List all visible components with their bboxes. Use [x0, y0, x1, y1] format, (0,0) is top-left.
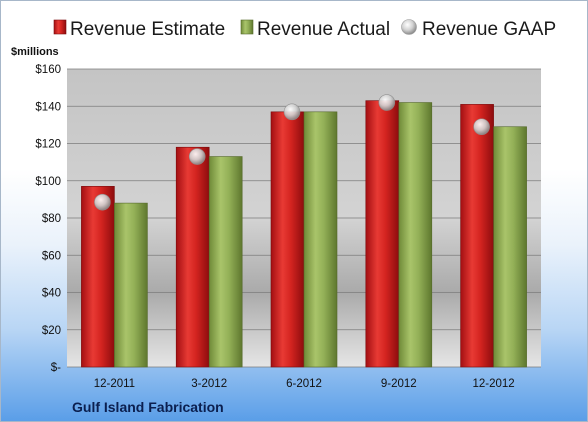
y-tick-label: $60 [42, 250, 61, 262]
y-tick-label: $160 [35, 64, 61, 76]
legend-label-gaap: Revenue GAAP [422, 19, 556, 40]
x-tick-label: 12-2012 [472, 378, 514, 390]
y-tick-label: $80 [42, 213, 61, 225]
bar-revenue-estimate [175, 146, 210, 368]
bar-revenue-actual [303, 111, 338, 368]
bar-revenue-estimate [270, 111, 305, 368]
legend-label-estimate: Revenue Estimate [70, 19, 225, 40]
bar-revenue-actual [493, 126, 527, 368]
marker-revenue-gaap [188, 148, 206, 165]
gaap-markers [94, 94, 490, 211]
x-tick-label: 9-2012 [381, 378, 417, 390]
marker-revenue-gaap [473, 118, 490, 136]
x-tick-label: 3-2012 [191, 378, 227, 390]
bar-revenue-estimate [81, 186, 115, 368]
bars [81, 100, 527, 368]
bar-revenue-actual [398, 102, 433, 368]
legend-swatch-estimate [53, 19, 67, 35]
x-tick-label: 12-2011 [94, 378, 135, 390]
x-tick-label: 6-2012 [286, 378, 322, 390]
legend-label-actual: Revenue Actual [257, 19, 390, 40]
chart-legend: Revenue Estimate Revenue Actual Revenue … [53, 19, 556, 40]
legend-swatch-gaap [401, 19, 417, 35]
y-tick-label: $140 [35, 101, 61, 113]
y-tick-label: $100 [35, 176, 61, 188]
y-tick-label: $20 [42, 325, 61, 337]
bar-revenue-estimate [365, 100, 400, 368]
y-tick-label: $40 [42, 288, 61, 300]
y-tick-label: $120 [35, 139, 61, 151]
bar-revenue-actual [208, 156, 243, 368]
x-axis-ticks: 12-2011 3-2012 6-2012 9-2012 12-2012 [94, 378, 515, 390]
bar-revenue-actual [114, 202, 148, 368]
y-axis-unit-label: $millions [11, 46, 59, 58]
marker-revenue-gaap [283, 103, 301, 121]
y-tick-label: $- [51, 362, 61, 374]
legend-swatch-actual [240, 19, 254, 35]
marker-revenue-gaap [378, 94, 396, 111]
marker-revenue-gaap [94, 193, 111, 211]
y-axis-ticks: $- $20 $40 $60 $80 $100 $120 $140 $160 [35, 64, 61, 374]
bar-revenue-estimate [460, 104, 494, 368]
company-name: Gulf Island Fabrication [72, 399, 224, 415]
